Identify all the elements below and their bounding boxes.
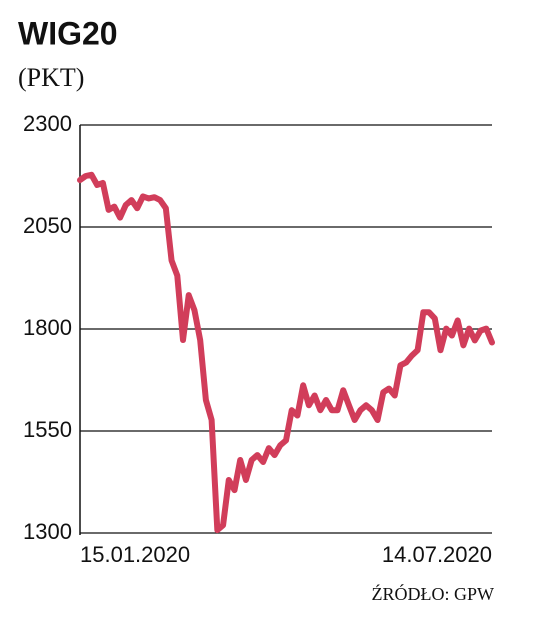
chart-subtitle: (PKT) [18, 63, 84, 92]
x-tick-label: 15.01.2020 [80, 542, 190, 567]
chart-title: WIG20 [18, 15, 118, 51]
y-tick-label: 2050 [23, 213, 72, 238]
source: ŹRÓDŁO: GPW [372, 583, 495, 604]
y-tick-label: 1800 [23, 315, 72, 340]
x-tick-label: 14.07.2020 [382, 542, 492, 567]
y-tick-label: 1550 [23, 417, 72, 442]
y-tick-label: 2300 [23, 111, 72, 136]
data-line [77, 171, 495, 534]
y-tick-label: 1300 [23, 519, 72, 544]
